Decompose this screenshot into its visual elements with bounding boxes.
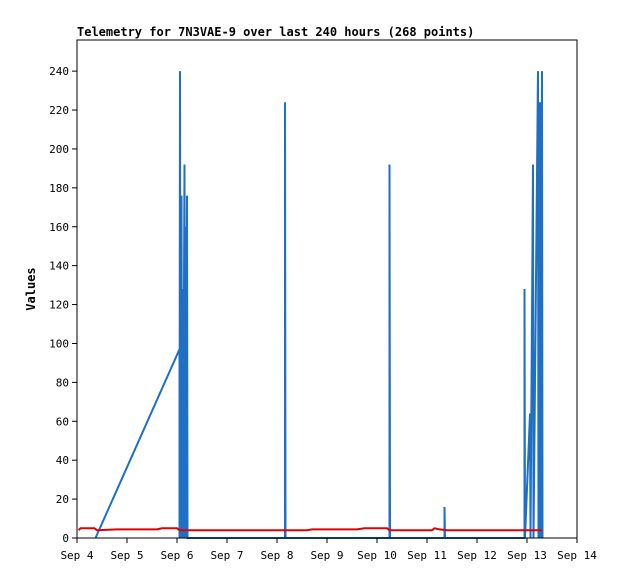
y-axis-label: Values	[24, 267, 38, 310]
y-tick-label: 60	[56, 415, 69, 428]
y-tick-label: 100	[49, 337, 69, 350]
series-line-1	[77, 527, 542, 532]
y-tick-label: 0	[62, 532, 69, 545]
x-tick-label: Sep 5	[110, 549, 143, 562]
x-tick-label: Sep 8	[260, 549, 293, 562]
x-axis: Sep 4 Sep 5 Sep 6 Sep 7 Sep 8 Sep 9 Sep 10 Sep …	[60, 538, 597, 562]
y-tick-label: 160	[49, 221, 69, 234]
x-tick-label: Sep 11	[407, 549, 447, 562]
x-tick-label: Sep 9	[310, 549, 343, 562]
y-tick-label: 180	[49, 182, 69, 195]
x-tick-label: Sep 6	[160, 549, 193, 562]
y-tick-label: 20	[56, 493, 69, 506]
x-tick-label: Sep 7	[210, 549, 243, 562]
y-tick-label: 140	[49, 260, 69, 273]
x-tick-label: Sep 13	[507, 549, 547, 562]
plot-area	[76, 39, 578, 539]
x-tick-label: Sep 10	[357, 549, 397, 562]
x-tick-label: Sep 14	[557, 549, 597, 562]
x-tick-label: Sep 4	[60, 549, 93, 562]
x-tick-label: Sep 12	[457, 549, 497, 562]
chart-title: Telemetry for 7N3VAE-9 over last 240 hou…	[77, 25, 474, 39]
y-tick-label: 240	[49, 65, 69, 78]
y-axis: 0 20 40 60 80 100 120 140 160 180 200 220 240	[49, 65, 77, 545]
y-tick-label: 120	[49, 299, 69, 312]
y-tick-label: 80	[56, 376, 69, 389]
series-line-0	[94, 71, 544, 539]
series-layer	[77, 71, 577, 539]
y-tick-label: 200	[49, 143, 69, 156]
y-tick-label: 40	[56, 454, 69, 467]
y-tick-label: 220	[49, 104, 69, 117]
